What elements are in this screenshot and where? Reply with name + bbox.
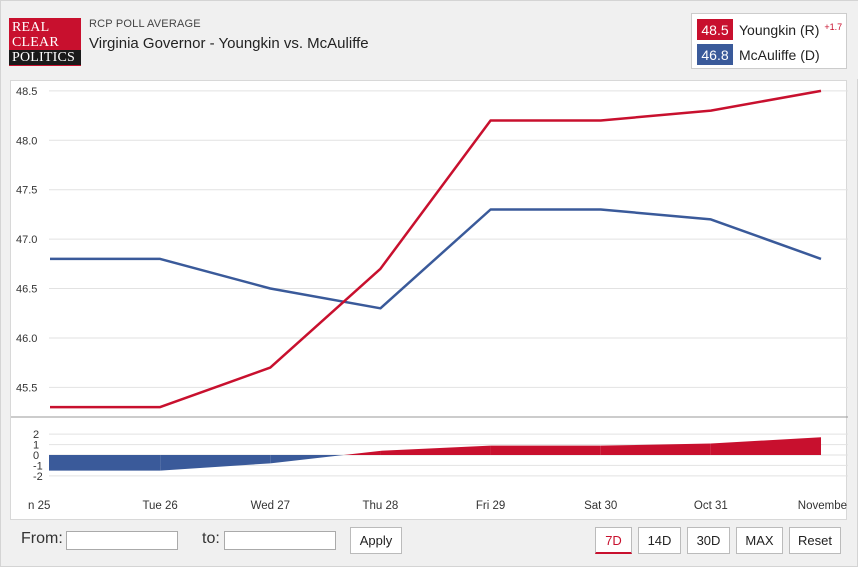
range-max-button[interactable]: MAX (736, 527, 783, 554)
x-tick-label: Fri 29 (476, 500, 505, 512)
x-tick-label: Tue 26 (142, 500, 177, 512)
spread-area (343, 450, 381, 455)
y-tick-label: 47.0 (16, 234, 37, 246)
legend-value-youngkin: 48.5 (697, 19, 733, 40)
y-tick-label: 48.5 (16, 86, 37, 98)
x-tick-label: Wed 27 (251, 500, 290, 512)
from-label: From: (21, 530, 63, 547)
y-tick-label: 46.0 (16, 333, 37, 345)
y-tick-label: 46.5 (16, 284, 37, 296)
header: REAL CLEAR POLITICS RCP POLL AVERAGE Vir… (1, 1, 858, 79)
x-tick-label: Oct 31 (694, 500, 728, 512)
spread-y-tick-label: 0 (33, 450, 39, 462)
x-tick-label: n 25 (28, 500, 50, 512)
legend-item-youngkin: 48.5 Youngkin (R) +1.7 (697, 19, 842, 40)
chart-title: Virginia Governor - Youngkin vs. McAulif… (89, 35, 369, 52)
y-tick-label: 48.0 (16, 135, 37, 147)
range-30d-button[interactable]: 30D (687, 527, 730, 554)
spread-y-tick-label: 2 (33, 429, 39, 441)
logo-line-1: REAL (12, 20, 50, 35)
spread-area (710, 437, 821, 455)
x-tick-label: Novembe (798, 500, 847, 512)
spread-area (160, 455, 271, 471)
legend-value-mcauliffe: 46.8 (697, 44, 733, 65)
legend-name-mcauliffe: McAuliffe (D) (739, 46, 820, 63)
to-label: to: (202, 530, 220, 547)
line-chart-svg: 45.5 46.0 46.5 47.0 47.5 48.0 48.5 210-1-2 n 25 T… (11, 86, 848, 512)
chart-area: 45.5 46.0 46.5 47.0 47.5 48.0 48.5 2 1 0 -1 -2 n 25 T… (10, 80, 848, 520)
reset-button[interactable]: Reset (789, 527, 841, 554)
series-line-youngkin (50, 89, 822, 409)
legend: 48.5 Youngkin (R) +1.7 46.8 McAuliffe (D… (691, 13, 847, 69)
y-tick-label: 45.5 (16, 382, 37, 394)
spread-y-tick-label: 1 (33, 440, 39, 452)
poll-average-kicker: RCP POLL AVERAGE (89, 18, 201, 30)
y-tick-label: 47.5 (16, 185, 37, 197)
legend-item-mcauliffe: 46.8 McAuliffe (D) (697, 44, 820, 65)
legend-change-youngkin: +1.7 (824, 21, 843, 32)
x-tick-label: Sat 30 (584, 500, 617, 512)
spread-area (270, 455, 344, 464)
apply-button[interactable]: Apply (350, 527, 402, 554)
spread-area (490, 445, 601, 455)
spread-area (600, 443, 711, 455)
x-tick-label: Thu 28 (363, 500, 399, 512)
to-date-input[interactable] (224, 531, 336, 550)
footer-strip (1, 562, 858, 568)
range-14d-button[interactable]: 14D (638, 527, 681, 554)
legend-name-youngkin: Youngkin (R) (739, 21, 820, 38)
chart-controls: From: to: Apply 7D 14D 30D MAX Reset (1, 522, 858, 558)
from-date-input[interactable] (66, 531, 178, 550)
spread-y-tick-label: -2 (33, 471, 43, 483)
spread-area (49, 455, 50, 471)
spread-area (50, 455, 161, 471)
range-7d-button[interactable]: 7D (595, 527, 632, 554)
rcp-logo: REAL CLEAR POLITICS (9, 18, 81, 66)
logo-line-2: CLEAR (12, 35, 59, 50)
spread-area (380, 445, 491, 455)
logo-line-3: POLITICS (9, 50, 81, 65)
series-line-mcauliffe (50, 208, 822, 310)
spread-y-tick-label: -1 (33, 460, 43, 472)
